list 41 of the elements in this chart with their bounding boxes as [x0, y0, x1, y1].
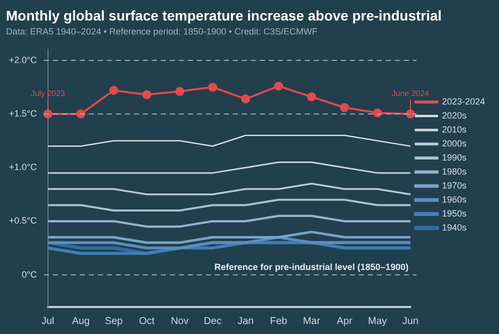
x-tick-label: Oct — [138, 316, 155, 327]
legend-label: 1960s — [442, 194, 467, 204]
annotation: July 2023 — [30, 89, 66, 98]
legend-label: 1940s — [442, 222, 467, 232]
y-tick-label: +0.5°C — [8, 216, 38, 226]
x-tick-label: May — [368, 316, 387, 327]
point — [208, 82, 218, 92]
y-tick-label: +1.5°C — [8, 108, 38, 118]
annotation: June 2024 — [392, 89, 430, 98]
point — [307, 92, 316, 102]
y-tick-label: +2.0°C — [8, 54, 38, 65]
legend-label: 2023-2024 — [442, 96, 486, 106]
point — [406, 109, 415, 118]
point — [142, 90, 152, 100]
point — [274, 82, 284, 91]
x-tick-label: Aug — [72, 316, 90, 327]
x-tick-label: Dec — [204, 316, 222, 327]
ref-line-label: Reference for pre-industrial level (1850–1900) — [214, 262, 408, 272]
legend-label: 2000s — [442, 138, 467, 148]
legend-label: 1980s — [442, 166, 467, 176]
x-tick-label: Mar — [302, 316, 321, 327]
x-tick-label: Apr — [336, 316, 353, 327]
legend-label: 2020s — [442, 110, 467, 120]
legend-label: 1990s — [442, 152, 467, 162]
legend-label: 1950s — [442, 208, 467, 218]
x-tick-label: Jul — [41, 316, 54, 327]
legend-label: 1970s — [442, 180, 467, 190]
legend-label: 2010s — [442, 124, 467, 134]
x-tick-label: Feb — [270, 316, 288, 327]
x-tick-label: Nov — [170, 316, 189, 327]
point — [340, 103, 350, 112]
point — [241, 94, 250, 104]
x-tick-label: Jan — [238, 316, 254, 327]
x-tick-label: Jun — [402, 316, 419, 327]
chart-title: Monthly global surface temperature increase above pre-industrial — [6, 7, 442, 24]
y-tick-label: +1.0°C — [8, 162, 38, 172]
y-tick-label: 0°C — [22, 269, 38, 280]
point — [175, 86, 184, 96]
chart-subtitle: Data: ERA5 1940–2024 • Reference period: 1850-1900 • Credit: C3S/ECMWF — [6, 26, 318, 37]
x-tick-label: Sep — [104, 316, 124, 327]
point — [109, 86, 118, 95]
